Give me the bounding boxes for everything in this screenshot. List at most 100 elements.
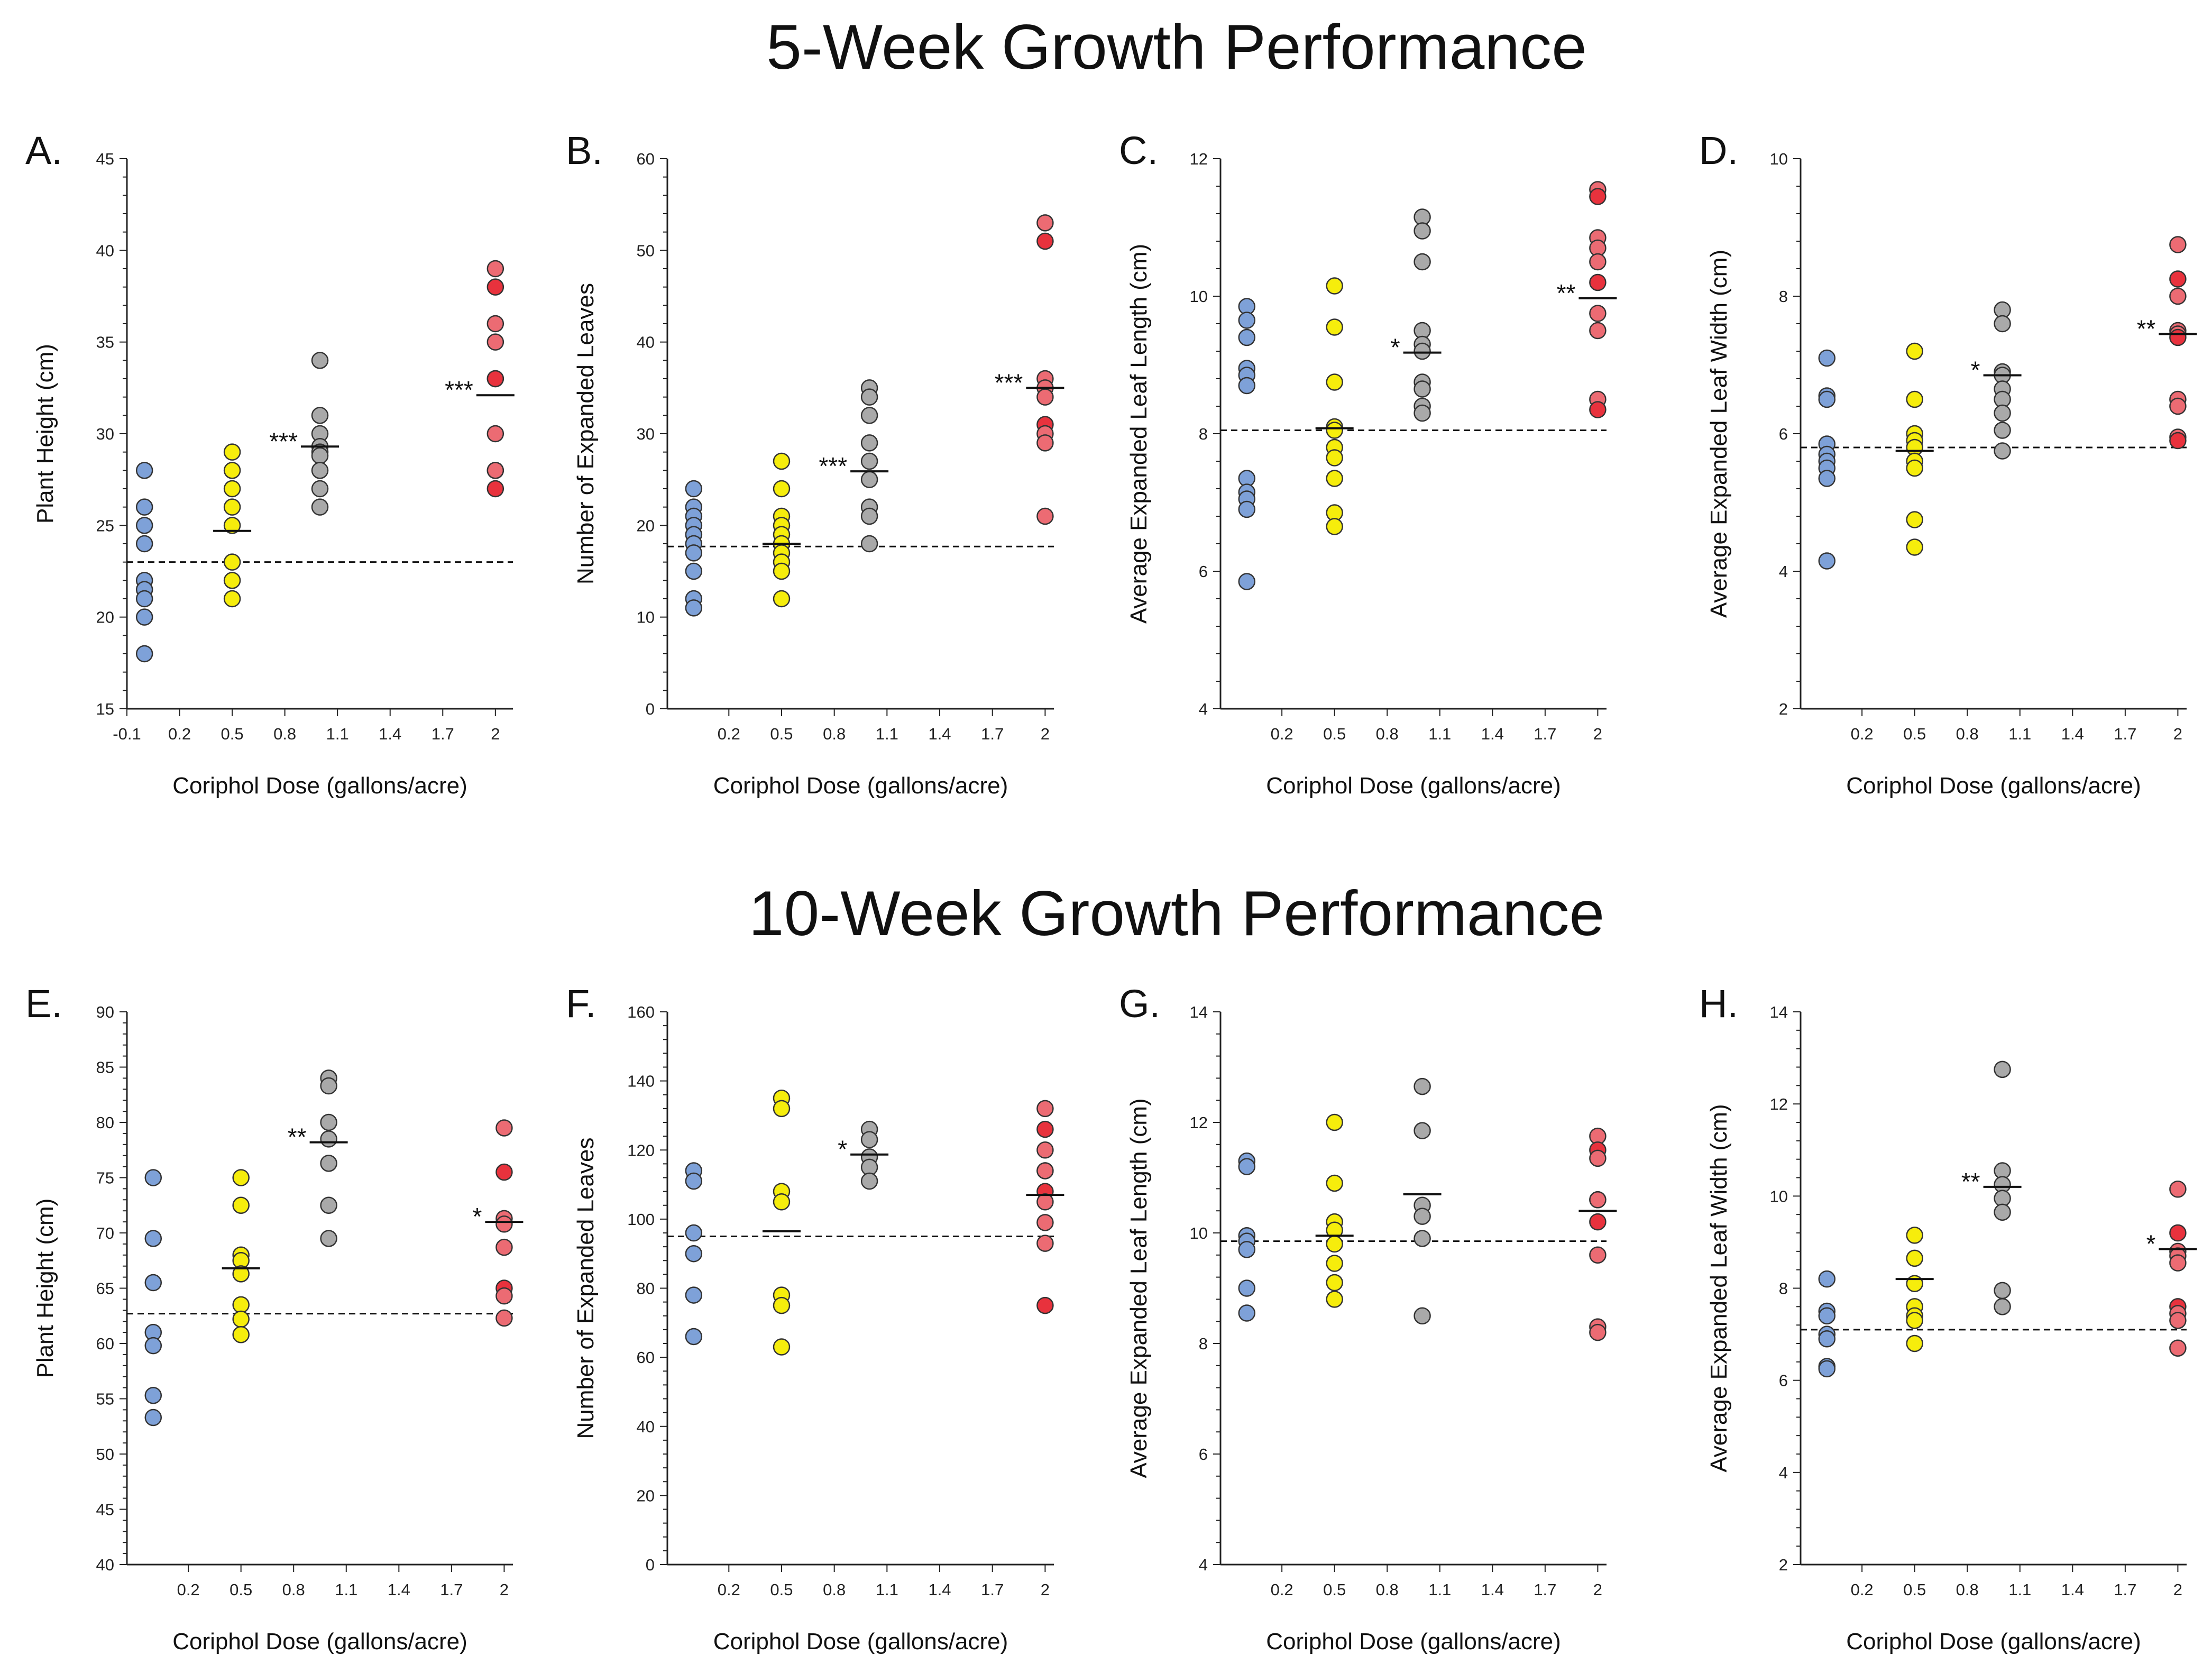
panel-d: D. 2 4 6 8 10 0.2 0.5 0.8 1.1 1.4 1.7 2 Coriphol Dose… bbox=[1699, 129, 2197, 799]
data-point bbox=[1994, 1061, 2011, 1078]
data-point bbox=[495, 1163, 513, 1181]
x-tick-label: 0.2 bbox=[1271, 1580, 1293, 1599]
x-tick-label: 1.1 bbox=[1428, 1580, 1451, 1599]
panel-f: F. 0 20 40 60 80 100 120 140 160 0.2 0.5 0.8 1.1 1.4 1.… bbox=[566, 982, 1064, 1654]
data-point bbox=[320, 1130, 337, 1148]
panel-letter: B. bbox=[566, 129, 603, 172]
y-tick-label: 4 bbox=[1779, 562, 1788, 581]
y-tick-label: 100 bbox=[627, 1210, 655, 1229]
figure-title-5-week: 5-Week Growth Performance bbox=[766, 12, 1587, 83]
data-point bbox=[223, 462, 241, 479]
data-point bbox=[1906, 1227, 1923, 1244]
significance-marker: ** bbox=[288, 1123, 307, 1151]
data-point bbox=[320, 1113, 337, 1131]
data-point bbox=[685, 1172, 703, 1190]
data-point bbox=[487, 260, 504, 278]
significance-marker: *** bbox=[995, 369, 1023, 396]
y-tick-label: 35 bbox=[96, 333, 114, 352]
data-point bbox=[1818, 1330, 1836, 1348]
x-tick-label: 1.1 bbox=[876, 725, 898, 743]
x-axis-label: Coriphol Dose (gallons/acre) bbox=[713, 1629, 1008, 1654]
data-point bbox=[144, 1386, 162, 1404]
data-point bbox=[1326, 470, 1343, 487]
panel-letter: G. bbox=[1119, 982, 1160, 1026]
data-point bbox=[860, 388, 878, 406]
data-point bbox=[1589, 322, 1607, 340]
panel-letter: D. bbox=[1699, 129, 1738, 172]
data-point bbox=[1326, 518, 1343, 535]
data-point bbox=[1238, 328, 1256, 346]
x-tick-label: 1.7 bbox=[981, 725, 1004, 743]
x-axis-label: Coriphol Dose (gallons/acre) bbox=[1266, 1629, 1561, 1654]
x-tick-label: 2 bbox=[2173, 725, 2182, 743]
x-tick-label: 0.2 bbox=[1271, 725, 1293, 743]
data-point bbox=[1906, 511, 1923, 528]
data-point bbox=[1414, 404, 1431, 422]
y-tick-label: 6 bbox=[1199, 562, 1208, 581]
y-tick-label: 60 bbox=[96, 1334, 114, 1353]
data-point bbox=[320, 1230, 337, 1247]
y-tick-label: 8 bbox=[1779, 287, 1788, 306]
data-point bbox=[1414, 380, 1431, 398]
y-tick-label: 20 bbox=[637, 1486, 655, 1505]
y-axis-label: Average Expanded Leaf Length (cm) bbox=[1126, 244, 1152, 624]
x-tick-label: 0.5 bbox=[1323, 1580, 1346, 1599]
data-point bbox=[144, 1169, 162, 1186]
y-tick-label: 160 bbox=[627, 1003, 655, 1021]
data-point bbox=[2169, 1181, 2187, 1198]
data-point bbox=[223, 443, 241, 461]
data-point bbox=[144, 1230, 162, 1247]
y-tick-label: 30 bbox=[96, 425, 114, 443]
data-point bbox=[2169, 1312, 2187, 1329]
data-point bbox=[1036, 1214, 1054, 1231]
data-point bbox=[2169, 328, 2187, 346]
data-point bbox=[1326, 318, 1343, 336]
y-tick-label: 10 bbox=[1770, 150, 1788, 168]
x-tick-label: 1.4 bbox=[928, 1580, 951, 1599]
y-tick-label: 14 bbox=[1770, 1003, 1788, 1021]
y-tick-label: 20 bbox=[96, 608, 114, 627]
data-point bbox=[1906, 459, 1923, 477]
data-point bbox=[135, 590, 153, 608]
data-point bbox=[1589, 1191, 1607, 1209]
data-point bbox=[232, 1310, 250, 1328]
x-tick-label: 1.1 bbox=[2008, 1580, 2031, 1599]
data-point bbox=[1238, 377, 1256, 395]
data-point bbox=[311, 498, 329, 516]
data-point bbox=[1414, 1230, 1431, 1247]
data-point bbox=[311, 352, 329, 369]
data-point bbox=[135, 462, 153, 479]
x-tick-label: 1.4 bbox=[1481, 725, 1504, 743]
data-point bbox=[1818, 390, 1836, 408]
data-point bbox=[1818, 470, 1836, 487]
x-axis-label: Coriphol Dose (gallons/acre) bbox=[1266, 773, 1561, 799]
x-tick-label: 0.8 bbox=[1376, 725, 1399, 743]
data-point bbox=[135, 517, 153, 534]
x-tick-label: 0.2 bbox=[718, 1580, 740, 1599]
x-tick-label: 0.5 bbox=[770, 725, 793, 743]
data-point bbox=[495, 1309, 513, 1327]
x-tick-label: 1.4 bbox=[1481, 1580, 1504, 1599]
y-tick-label: 90 bbox=[96, 1003, 114, 1021]
y-axis-label: Plant Height (cm) bbox=[32, 344, 58, 524]
data-point bbox=[1906, 342, 1923, 360]
x-tick-label: 2 bbox=[1593, 1580, 1602, 1599]
data-point bbox=[773, 1100, 791, 1118]
data-point bbox=[1414, 1122, 1431, 1139]
data-point bbox=[685, 1286, 703, 1304]
y-tick-label: 40 bbox=[96, 1556, 114, 1574]
x-tick-label: 1.7 bbox=[1534, 1580, 1556, 1599]
panel-g: G. 4 6 8 10 12 14 0.2 0.5 0.8 1.1 1.4 1.7 2 Coriphol D… bbox=[1119, 982, 1617, 1654]
data-point bbox=[1326, 1235, 1343, 1253]
significance-marker: ** bbox=[2137, 315, 2156, 343]
data-point bbox=[1036, 1120, 1054, 1138]
y-tick-label: 80 bbox=[637, 1279, 655, 1298]
data-point bbox=[495, 1238, 513, 1256]
data-point bbox=[1589, 401, 1607, 418]
data-point bbox=[1036, 1100, 1054, 1118]
x-axis-label: Coriphol Dose (gallons/acre) bbox=[713, 773, 1008, 799]
data-point bbox=[1238, 1279, 1256, 1297]
data-point bbox=[1994, 442, 2011, 460]
x-tick-label: 1.7 bbox=[432, 725, 454, 743]
significance-marker: * bbox=[2146, 1230, 2156, 1257]
